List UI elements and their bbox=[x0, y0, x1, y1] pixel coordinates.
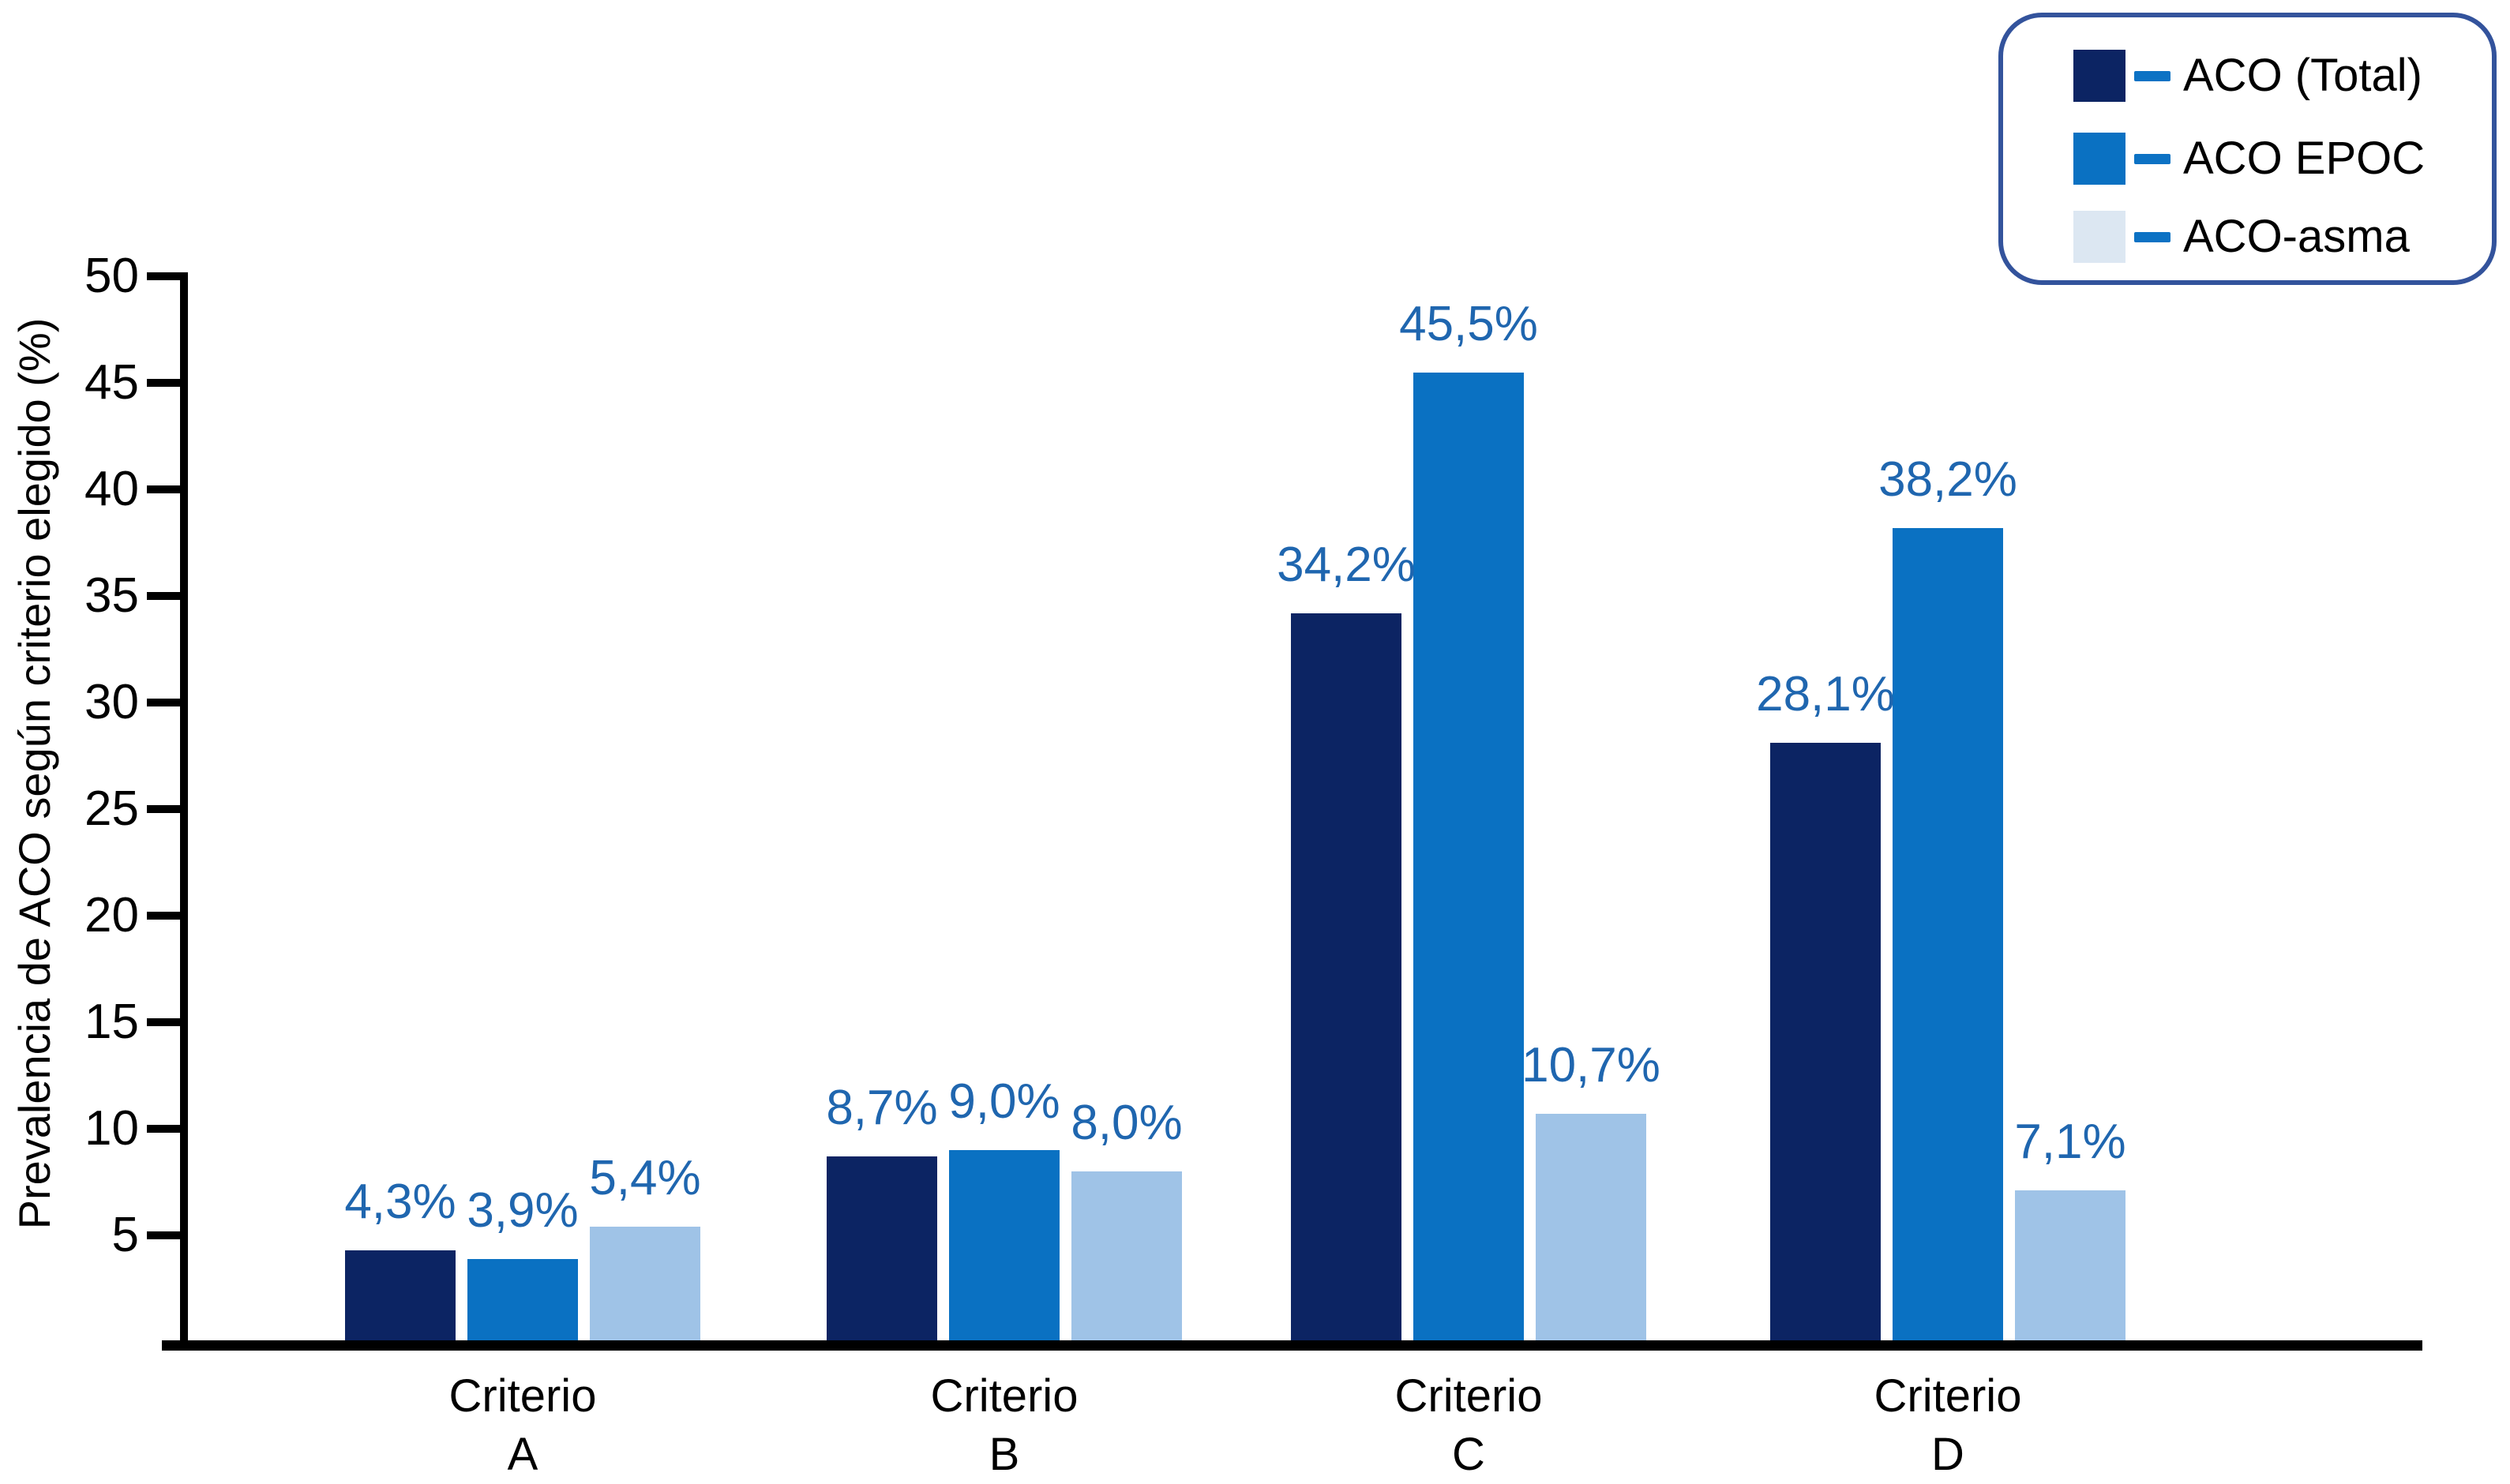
legend-item-aco-total: ACO (Total) bbox=[2073, 50, 2422, 102]
legend-dash-icon bbox=[2134, 153, 2170, 164]
bar-aco-asma-criterio-b bbox=[1071, 1171, 1182, 1342]
y-tick-35 bbox=[147, 592, 182, 600]
x-axis-label-criterio-c: Criterio C bbox=[1311, 1367, 1626, 1484]
y-tick-label-20: 20 bbox=[84, 888, 139, 942]
y-tick-label-45: 45 bbox=[84, 355, 139, 410]
legend: ACO (Total) ACO EPOC ACO-asma bbox=[1998, 13, 2497, 285]
bar-aco-total-criterio-b bbox=[827, 1156, 937, 1342]
value-label-aco-asma-criterio-c: 10,7% bbox=[1521, 1038, 1660, 1093]
y-tick-label-5: 5 bbox=[111, 1208, 139, 1262]
legend-swatch-aco-total bbox=[2073, 50, 2125, 102]
x-axis-label-line2: B bbox=[989, 1429, 1020, 1480]
bar-aco-asma-criterio-d bbox=[2015, 1190, 2125, 1342]
y-axis-line bbox=[180, 272, 188, 1344]
legend-item-aco-epoc: ACO EPOC bbox=[2073, 133, 2425, 185]
x-axis-label-criterio-d: Criterio D bbox=[1790, 1367, 2106, 1484]
value-label-aco-epoc-criterio-b: 9,0% bbox=[948, 1074, 1060, 1129]
y-tick-label-30: 30 bbox=[84, 675, 139, 729]
y-tick-50 bbox=[147, 272, 182, 280]
bar-aco-epoc-criterio-b bbox=[949, 1150, 1060, 1342]
legend-dash-icon bbox=[2134, 70, 2170, 81]
value-label-aco-total-criterio-b: 8,7% bbox=[826, 1081, 938, 1136]
x-axis-label-line2: A bbox=[507, 1429, 538, 1480]
y-tick-label-35: 35 bbox=[84, 568, 139, 623]
bar-aco-epoc-criterio-a bbox=[467, 1258, 578, 1342]
x-axis-label-criterio-b: Criterio B bbox=[846, 1367, 1162, 1484]
x-axis-label-line1: Criterio bbox=[1874, 1370, 2022, 1422]
legend-label-aco-epoc: ACO EPOC bbox=[2183, 133, 2426, 184]
x-axis-label-line1: Criterio bbox=[448, 1370, 597, 1422]
y-tick-label-15: 15 bbox=[84, 995, 139, 1049]
y-tick-5 bbox=[147, 1231, 182, 1239]
y-tick-label-50: 50 bbox=[84, 249, 139, 303]
value-label-aco-asma-criterio-a: 5,4% bbox=[589, 1151, 701, 1206]
value-label-aco-epoc-criterio-d: 38,2% bbox=[1878, 452, 2017, 507]
bar-aco-asma-criterio-c bbox=[1536, 1114, 1646, 1342]
value-label-aco-asma-criterio-b: 8,0% bbox=[1071, 1096, 1183, 1150]
y-tick-label-40: 40 bbox=[84, 462, 139, 516]
value-label-aco-asma-criterio-d: 7,1% bbox=[2014, 1115, 2126, 1170]
x-axis-label-criterio-a: Criterio A bbox=[365, 1367, 681, 1484]
bar-aco-epoc-criterio-c bbox=[1413, 372, 1524, 1342]
y-tick-25 bbox=[147, 805, 182, 813]
bar-aco-total-criterio-c bbox=[1291, 613, 1401, 1342]
bar-aco-total-criterio-d bbox=[1770, 743, 1881, 1342]
bar-aco-epoc-criterio-d bbox=[1893, 527, 2003, 1342]
legend-label-aco-asma: ACO-asma bbox=[2183, 211, 2410, 262]
value-label-aco-total-criterio-c: 34,2% bbox=[1277, 537, 1416, 592]
legend-item-aco-asma: ACO-asma bbox=[2073, 211, 2410, 263]
y-tick-20 bbox=[147, 912, 182, 920]
x-axis-line bbox=[162, 1340, 2422, 1351]
value-label-aco-epoc-criterio-c: 45,5% bbox=[1399, 296, 1538, 351]
bar-aco-total-criterio-a bbox=[345, 1250, 456, 1342]
y-tick-40 bbox=[147, 485, 182, 493]
legend-swatch-aco-epoc bbox=[2073, 133, 2125, 185]
legend-label-aco-total: ACO (Total) bbox=[2183, 50, 2422, 101]
bar-aco-asma-criterio-a bbox=[590, 1227, 700, 1342]
x-axis-label-line2: C bbox=[1452, 1429, 1485, 1480]
x-axis-label-line2: D bbox=[1931, 1429, 1964, 1480]
y-tick-15 bbox=[147, 1018, 182, 1026]
legend-dash-icon bbox=[2134, 231, 2170, 242]
legend-swatch-aco-asma bbox=[2073, 211, 2125, 263]
y-tick-30 bbox=[147, 699, 182, 706]
value-label-aco-total-criterio-d: 28,1% bbox=[1756, 667, 1895, 722]
value-label-aco-total-criterio-a: 4,3% bbox=[344, 1174, 456, 1229]
x-axis-label-line1: Criterio bbox=[930, 1370, 1079, 1422]
value-label-aco-epoc-criterio-a: 3,9% bbox=[467, 1182, 579, 1238]
x-axis-label-line1: Criterio bbox=[1394, 1370, 1543, 1422]
y-tick-45 bbox=[147, 379, 182, 387]
y-tick-10 bbox=[147, 1125, 182, 1133]
y-tick-label-10: 10 bbox=[84, 1101, 139, 1156]
y-tick-label-25: 25 bbox=[84, 781, 139, 836]
